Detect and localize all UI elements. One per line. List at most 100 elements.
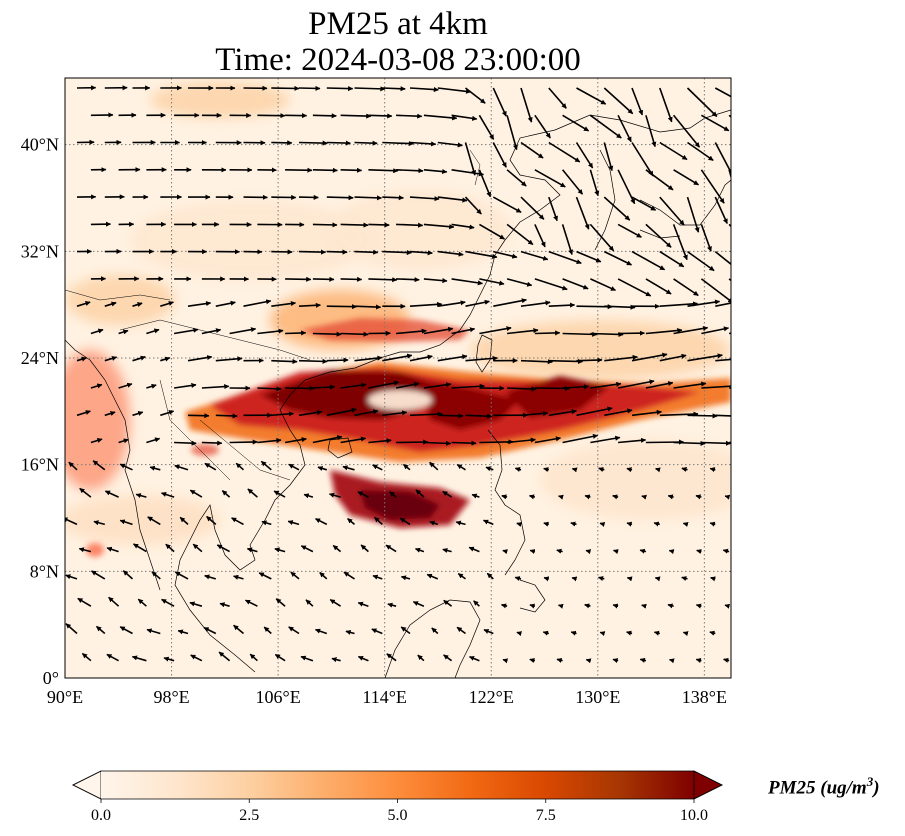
wind-vector [520, 87, 533, 123]
wind-vector [631, 352, 668, 362]
wind-vector [562, 331, 598, 337]
wind-vector [92, 460, 106, 471]
wind-vector [520, 410, 549, 417]
coastline-china [279, 109, 731, 466]
wind-vector [372, 574, 383, 580]
wind-vector [315, 517, 328, 526]
wind-vector [400, 575, 411, 581]
wind-vector [562, 433, 599, 444]
wind-vector [631, 409, 662, 417]
wind-vector [520, 250, 549, 261]
wind-vector [516, 521, 522, 527]
wind-vector [243, 299, 272, 307]
wind-vector [483, 628, 494, 635]
wind-vector [714, 87, 731, 98]
wind-vector [354, 355, 383, 362]
wind-vector [612, 658, 619, 664]
wind-vector [456, 463, 466, 471]
wind-vector [492, 87, 507, 117]
wind-vector [626, 576, 633, 582]
wind-vector [659, 353, 687, 362]
border-4 [65, 289, 171, 301]
wind-vector [437, 87, 472, 94]
wind-vector [492, 196, 522, 214]
wind-vector [329, 492, 341, 498]
wind-vector [298, 302, 321, 308]
wind-vector [442, 548, 452, 554]
wind-vector [631, 196, 657, 211]
colorbar-tick-label: 7.5 [536, 807, 556, 824]
wind-vector [506, 278, 533, 287]
wind-vector [687, 353, 723, 362]
wind-vector [423, 223, 455, 230]
wind-vector [604, 408, 633, 417]
wind-vector [645, 169, 674, 191]
wind-vector [669, 658, 675, 664]
wind-vector [589, 114, 622, 139]
wind-vector [409, 196, 440, 202]
wind-vector [659, 301, 699, 307]
wind-vector [686, 87, 718, 118]
wind-vector [576, 357, 603, 363]
plot-subtitle: Time: 2024-03-08 23:00:00 [215, 42, 581, 78]
wind-vector [493, 298, 527, 307]
wind-vector [104, 490, 119, 498]
wind-vector [360, 544, 369, 553]
wind-vector [715, 358, 731, 362]
wind-vector [562, 384, 590, 390]
wind-vector [507, 437, 536, 444]
wind-vector [673, 381, 707, 389]
wind-vector [714, 196, 728, 224]
wind-vector [478, 169, 492, 198]
wind-vector [437, 250, 464, 257]
wind-vector [570, 630, 577, 636]
wind-vector [645, 381, 674, 389]
wind-vector [654, 576, 661, 582]
wind-vector [465, 250, 498, 259]
wind-vector [478, 114, 495, 140]
wind-vector [645, 223, 672, 248]
wind-vector [590, 381, 622, 389]
wind-vector [257, 386, 282, 392]
wind-vector [603, 250, 632, 266]
wind-vector [686, 196, 700, 233]
wind-vector [543, 576, 550, 582]
wind-vector [300, 545, 314, 553]
wind-vector [618, 437, 647, 444]
wind-vector [534, 224, 546, 248]
colorbar-tick-label: 10.0 [680, 807, 708, 824]
wind-vector [631, 142, 654, 177]
wind-vector [106, 546, 119, 553]
wind-vector [653, 521, 661, 527]
pm25-field [65, 78, 731, 678]
wind-vector [687, 250, 715, 272]
wind-vector [722, 548, 730, 554]
wind-vector [506, 223, 534, 246]
colorbar-over-arrow [693, 770, 723, 800]
wind-vector [288, 463, 300, 471]
wind-vector [160, 301, 174, 307]
wind-vector [729, 441, 731, 444]
wind-vector [464, 142, 477, 176]
wind-vector [396, 222, 424, 228]
wind-vector [612, 494, 619, 500]
wind-vector [728, 278, 731, 282]
wind-vector [682, 631, 689, 637]
wind-vector [561, 224, 574, 255]
wind-vector [429, 461, 439, 471]
wind-vector [576, 87, 607, 105]
wind-vector [465, 355, 498, 362]
wind-vector [724, 494, 731, 500]
wind-vector [659, 87, 673, 123]
wind-vector [357, 491, 369, 498]
wind-vector [655, 467, 661, 473]
wind-vector [548, 141, 581, 163]
wind-vector [558, 603, 564, 609]
colorbar-tick-label: 2.5 [239, 807, 259, 824]
wind-vector [219, 602, 230, 608]
wind-vector [590, 278, 616, 292]
wind-vector [204, 462, 217, 471]
wind-vector [372, 464, 383, 471]
wind-vector [562, 114, 590, 132]
wind-vector [229, 439, 258, 445]
